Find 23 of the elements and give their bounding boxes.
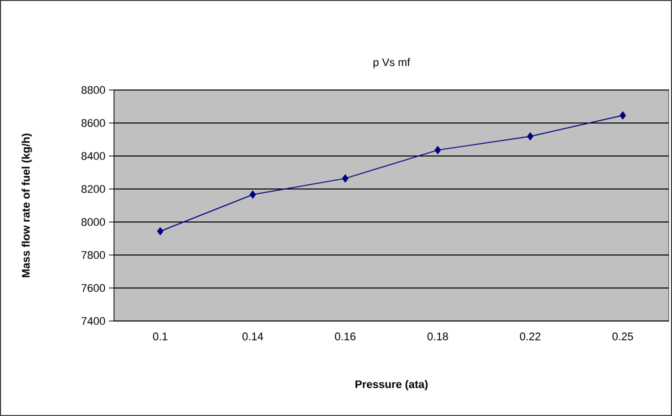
x-tick-label: 0.22 — [520, 332, 540, 340]
point — [527, 132, 534, 140]
point — [342, 174, 348, 182]
x-axis-title: Pressure (ata) — [356, 380, 428, 390]
x-tick-label: 0.14 — [242, 332, 264, 340]
y-tick-label: 7800 — [82, 251, 106, 259]
y-tick-label: 7400 — [82, 317, 106, 325]
point — [434, 146, 441, 154]
y-tick-label: 8800 — [81, 86, 106, 94]
x-tick-label: 0.25 — [612, 332, 633, 340]
x-tick-label: 0.1 — [153, 332, 168, 340]
y-tick-label: 8000 — [81, 218, 106, 226]
chart-title: p Vs mf — [374, 58, 410, 68]
point — [620, 111, 626, 120]
y-tick-label: 7600 — [82, 284, 106, 292]
point — [157, 227, 164, 236]
y-axis-title: Mass flow rate of fuel (kg/h) — [22, 134, 32, 278]
x-tick-label: 0.16 — [334, 332, 356, 340]
y-tick-label: 8200 — [81, 185, 106, 193]
y-tick-label: 8600 — [81, 119, 106, 127]
y-tick-label: 8400 — [81, 152, 106, 160]
point — [250, 190, 256, 199]
x-tick-label: 0.18 — [427, 332, 448, 340]
